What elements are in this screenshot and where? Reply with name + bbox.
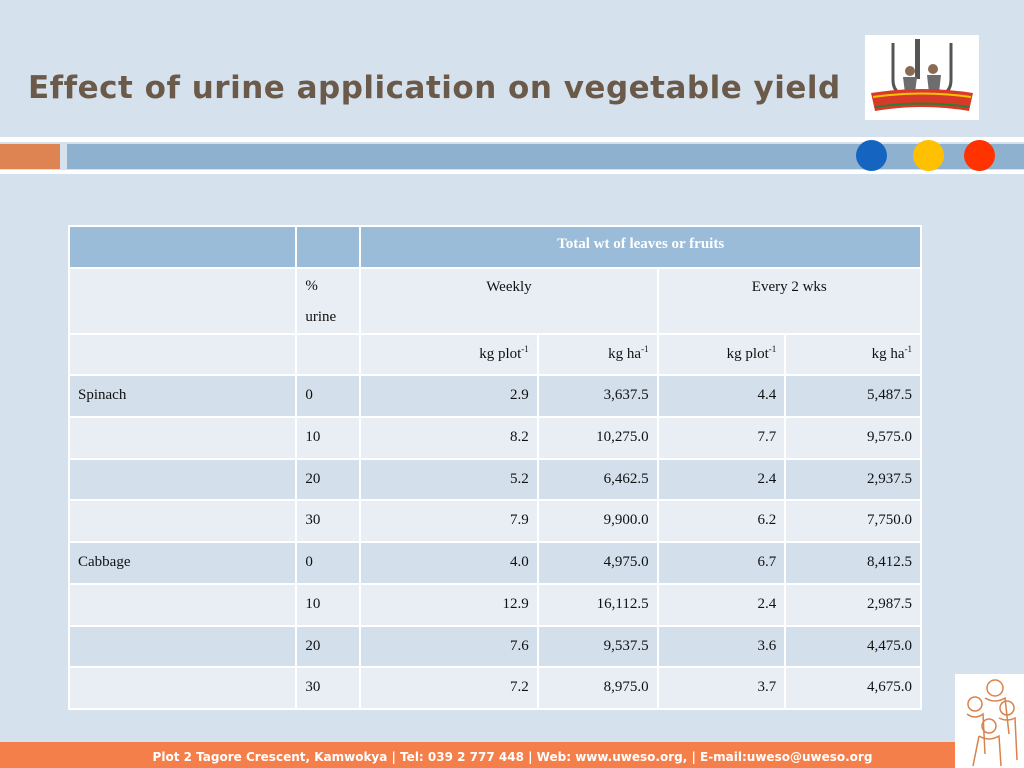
footer-contact: Plot 2 Tagore Crescent, Kamwokya | Tel: … xyxy=(0,742,955,768)
biweekly-plot-cell: 3.6 xyxy=(656,624,787,669)
biweekly-ha-cell: 5,487.5 xyxy=(784,374,922,419)
yield-table: Total wt of leaves or fruits % urine Wee… xyxy=(67,225,923,710)
weekly-plot-cell: 2.9 xyxy=(359,374,539,419)
table-row: Spinach 0 2.9 3,637.5 4.4 5,487.5 xyxy=(67,374,922,419)
biweekly-ha-cell: 4,475.0 xyxy=(784,624,922,669)
pct-cell: 30 xyxy=(295,666,362,710)
weekly-ha-cell: 9,900.0 xyxy=(536,499,659,544)
biweekly-ha-cell: 4,675.0 xyxy=(784,666,922,710)
biweekly-ha-cell: 2,987.5 xyxy=(784,582,922,627)
uweso-logo-graphic xyxy=(871,39,973,111)
weekly-ha-cell: 8,975.0 xyxy=(536,666,659,710)
weekly-plot-cell: 7.2 xyxy=(359,666,539,710)
yellow-dot-icon xyxy=(913,140,944,171)
weekly-ha-cell: 16,112.5 xyxy=(536,582,659,627)
biweekly-header: Every 2 wks xyxy=(656,266,923,335)
unit-biweekly-ha: kg ha-1 xyxy=(784,332,922,377)
children-illustration xyxy=(955,674,1024,768)
weekly-plot-cell: 7.6 xyxy=(359,624,539,669)
weekly-header: Weekly xyxy=(359,266,659,335)
unit-weekly-plot: kg plot-1 xyxy=(359,332,539,377)
table-row: 10 12.9 16,112.5 2.4 2,987.5 xyxy=(67,582,922,627)
table-row: Cabbage 0 4.0 4,975.0 6.7 8,412.5 xyxy=(67,541,922,585)
biweekly-ha-cell: 7,750.0 xyxy=(784,499,922,544)
crop-cell xyxy=(67,624,298,669)
biweekly-plot-cell: 2.4 xyxy=(656,582,787,627)
children-illustration-graphic xyxy=(966,679,1018,767)
weekly-plot-cell: 7.9 xyxy=(359,499,539,544)
pct-cell: 20 xyxy=(295,457,362,502)
table-row: 30 7.9 9,900.0 6.2 7,750.0 xyxy=(67,499,922,544)
weekly-plot-cell: 8.2 xyxy=(359,416,539,460)
divider-line xyxy=(0,170,1024,174)
biweekly-plot-cell: 7.7 xyxy=(656,416,787,460)
biweekly-plot-cell: 6.7 xyxy=(656,541,787,585)
units-row: kg plot-1 kg ha-1 kg plot-1 kg ha-1 xyxy=(67,332,922,377)
table-row: 20 7.6 9,537.5 3.6 4,475.0 xyxy=(67,624,922,669)
weekly-plot-cell: 4.0 xyxy=(359,541,539,585)
crop-cell: Spinach xyxy=(67,374,298,419)
crop-cell xyxy=(67,582,298,627)
pct-cell: 30 xyxy=(295,499,362,544)
biweekly-plot-cell: 3.7 xyxy=(656,666,787,710)
unit-biweekly-plot: kg plot-1 xyxy=(656,332,787,377)
weekly-ha-cell: 10,275.0 xyxy=(536,416,659,460)
table-header-row: Total wt of leaves or fruits xyxy=(67,225,922,269)
pct-urine-header: % urine xyxy=(295,266,362,335)
weekly-plot-cell: 12.9 xyxy=(359,582,539,627)
table-row: 10 8.2 10,275.0 7.7 9,575.0 xyxy=(67,416,922,460)
unit-weekly-ha: kg ha-1 xyxy=(536,332,659,377)
pct-cell: 20 xyxy=(295,624,362,669)
weekly-ha-cell: 3,637.5 xyxy=(536,374,659,419)
header-cell-empty xyxy=(295,225,362,269)
pct-label: % xyxy=(305,277,318,294)
table-row: 30 7.2 8,975.0 3.7 4,675.0 xyxy=(67,666,922,710)
units-empty xyxy=(295,332,362,377)
uweso-logo xyxy=(865,35,979,120)
table-row: 20 5.2 6,462.5 2.4 2,937.5 xyxy=(67,457,922,502)
slide-title: Effect of urine application on vegetable… xyxy=(28,70,841,106)
biweekly-ha-cell: 9,575.0 xyxy=(784,416,922,460)
divider-line xyxy=(0,137,1024,142)
accent-bar-orange xyxy=(0,144,60,169)
pct-cell: 10 xyxy=(295,582,362,627)
weekly-plot-cell: 5.2 xyxy=(359,457,539,502)
pct-cell: 0 xyxy=(295,374,362,419)
biweekly-plot-cell: 6.2 xyxy=(656,499,787,544)
biweekly-ha-cell: 8,412.5 xyxy=(784,541,922,585)
weekly-ha-cell: 9,537.5 xyxy=(536,624,659,669)
pct-cell: 0 xyxy=(295,541,362,585)
table-subheader-row: % urine Weekly Every 2 wks xyxy=(67,266,923,335)
weekly-ha-cell: 4,975.0 xyxy=(536,541,659,585)
header-cell-empty xyxy=(67,225,298,269)
pct-cell: 10 xyxy=(295,416,362,460)
weekly-ha-cell: 6,462.5 xyxy=(536,457,659,502)
title-band xyxy=(0,0,1024,138)
crop-cell xyxy=(67,416,298,460)
crop-cell xyxy=(67,666,298,710)
crop-cell: Cabbage xyxy=(67,541,298,585)
blue-dot-icon xyxy=(856,140,887,171)
crop-cell xyxy=(67,499,298,544)
units-empty xyxy=(67,332,298,377)
urine-label: urine xyxy=(305,308,337,325)
subheader-empty xyxy=(67,266,298,335)
group-header: Total wt of leaves or fruits xyxy=(359,225,922,269)
biweekly-plot-cell: 2.4 xyxy=(656,457,787,502)
biweekly-plot-cell: 4.4 xyxy=(656,374,787,419)
biweekly-ha-cell: 2,937.5 xyxy=(784,457,922,502)
crop-cell xyxy=(67,457,298,502)
red-dot-icon xyxy=(964,140,995,171)
